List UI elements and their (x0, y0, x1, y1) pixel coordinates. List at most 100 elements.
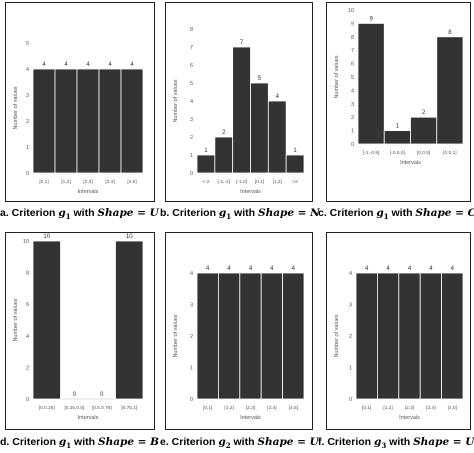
caption-e: e. Criterion g2 with Shape = U (160, 436, 319, 451)
x-tick-label: [3,4] (426, 405, 435, 411)
y-tick-label: 2 (349, 334, 352, 340)
x-tick-label: ]-0.5,0] (390, 150, 405, 156)
data-label: 8 (448, 30, 452, 36)
y-tick-label: 4 (26, 334, 29, 340)
bar (120, 68, 144, 174)
data-label: 0 (73, 392, 77, 398)
bar (76, 68, 100, 174)
y-tick-label: 2 (190, 135, 193, 141)
data-label: 0 (100, 392, 104, 398)
bar (357, 22, 385, 145)
data-label: 7 (240, 40, 244, 46)
x-tick-label: [0,0.25] (39, 405, 55, 411)
bar (196, 154, 216, 174)
bar (441, 272, 464, 400)
y-tick-label: 9 (351, 21, 354, 27)
data-label: 1 (293, 148, 297, 154)
bar (250, 82, 269, 174)
x-tick-label: [1,2] (61, 179, 70, 185)
y-tick-label: 10 (23, 239, 29, 245)
x-tick-label: [3,4] (267, 405, 276, 411)
x-axis-label: Intervals (240, 415, 261, 421)
y-tick-label: 8 (351, 35, 354, 41)
x-tick-label: [4,5] (448, 405, 457, 411)
data-label: 9 (369, 16, 373, 22)
y-tick-label: 8 (190, 27, 193, 33)
x-tick-label: [3,4] (105, 179, 114, 185)
caption-d: d. Criterion g1 with Shape = B (0, 436, 160, 451)
caption-a: a. Criterion g1 with Shape = U (0, 207, 159, 222)
y-tick-label: 1 (26, 145, 29, 151)
y-tick-label: 0 (351, 142, 354, 148)
caption-f: f. Criterion g3 with Shape = U (318, 436, 474, 451)
y-tick-label: 4 (26, 67, 29, 73)
x-tick-label: [0,0.5] (417, 150, 430, 156)
chart-e: 0 1 2 3 4 4 [0,1] 4 [1,2] 4 [2,3] 4 [3,4] 4 [4,5] Inter… (173, 266, 305, 421)
data-label: 4 (249, 266, 253, 272)
y-tick-label: 6 (190, 63, 193, 69)
x-tick-label: [0,1] (362, 405, 371, 411)
y-axis-label: Number of values (334, 55, 340, 98)
x-axis-label: Intervals (78, 415, 99, 421)
y-tick-label: 0 (26, 171, 29, 177)
bar (115, 240, 144, 400)
data-label: 4 (42, 62, 46, 68)
bar (377, 272, 400, 400)
x-tick-label: [1,2] (273, 179, 282, 185)
bar (355, 272, 378, 400)
x-tick-label: ]0.25,0.5] (64, 405, 84, 411)
data-label: 4 (227, 266, 231, 272)
chart-d: 0 2 4 6 8 10 10 [0,0.25] 0]0.25,0.5] 0]0.5,0.75] 1… (13, 234, 144, 421)
data-label: 4 (451, 266, 455, 272)
data-label: 4 (386, 266, 390, 272)
x-tick-label: [2,3] (246, 405, 255, 411)
y-tick-label: 3 (190, 303, 193, 309)
caption-c: c. Criterion g1 with Shape = C (318, 207, 474, 222)
bar (410, 116, 438, 145)
y-tick-label: 2 (190, 334, 193, 340)
y-tick-label: 8 (26, 271, 29, 277)
data-label: 4 (108, 62, 112, 68)
x-tick-label: [0,1] (203, 405, 212, 411)
caption-b: b. Criterion g1 with Shape = N (160, 207, 320, 222)
chart-a: 0 1 2 3 4 5 4 [0,1] 4 [1,2] 4 [2,3] 4 [3,4] 4 [4,5] Inte… (13, 41, 144, 195)
y-tick-label: 4 (190, 271, 193, 277)
y-tick-label: 3 (351, 102, 354, 108)
data-label: 4 (365, 266, 369, 272)
x-tick-label: [-1,-0.5] (363, 150, 380, 156)
x-tick-label: [-1,0] (236, 179, 247, 185)
data-label: 4 (408, 266, 412, 272)
y-tick-label: 7 (351, 48, 354, 54)
x-tick-label: [4,5] (127, 179, 136, 185)
data-label: 4 (292, 266, 296, 272)
data-label: 4 (276, 94, 280, 100)
bar (32, 240, 61, 400)
data-label: 4 (86, 62, 90, 68)
data-label: 1 (396, 124, 400, 130)
y-tick-label: 3 (349, 303, 352, 309)
y-tick-label: 2 (26, 365, 29, 371)
chart-f: 0 1 2 3 4 4 [0,1] 4 [1,2] 4 [2,3] 4 [3,4] 4 [4,5] Inter… (334, 266, 464, 421)
bar (285, 154, 305, 174)
y-tick-label: 5 (351, 75, 354, 81)
data-label: 4 (64, 62, 68, 68)
y-tick-label: 6 (26, 302, 29, 308)
bar (32, 68, 56, 174)
bar (398, 272, 421, 400)
bar (232, 46, 251, 174)
bar (419, 272, 442, 400)
y-tick-label: 3 (26, 93, 29, 99)
y-tick-label: 0 (190, 171, 193, 177)
x-tick-label: [0,1] (255, 179, 264, 185)
data-label: 4 (429, 266, 433, 272)
x-tick-label: [0.5,1] (443, 150, 456, 156)
x-tick-label: <-2 (202, 179, 209, 185)
x-tick-label: [2,3] (83, 179, 92, 185)
data-label: 2 (222, 130, 226, 136)
data-label: 10 (126, 234, 133, 240)
bar (282, 272, 305, 400)
data-label: 1 (204, 148, 208, 154)
data-label: 4 (130, 62, 134, 68)
y-tick-label: 2 (351, 115, 354, 121)
y-tick-label: 4 (349, 271, 352, 277)
